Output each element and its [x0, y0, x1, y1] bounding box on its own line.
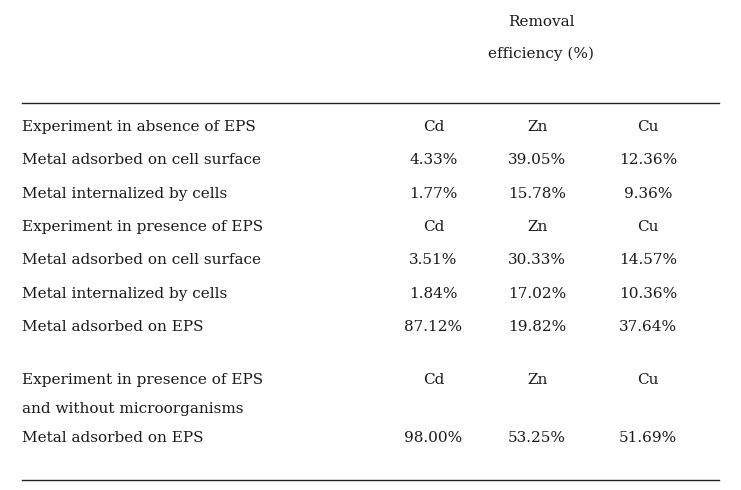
- Text: 98.00%: 98.00%: [405, 431, 462, 445]
- Text: Zn: Zn: [527, 220, 548, 234]
- Text: Cd: Cd: [423, 373, 444, 387]
- Text: 9.36%: 9.36%: [624, 187, 673, 201]
- Text: Metal adsorbed on cell surface: Metal adsorbed on cell surface: [22, 153, 262, 168]
- Text: efficiency (%): efficiency (%): [488, 47, 594, 61]
- Text: 12.36%: 12.36%: [619, 153, 677, 168]
- Text: 30.33%: 30.33%: [508, 253, 566, 268]
- Text: Cu: Cu: [637, 373, 659, 387]
- Text: 10.36%: 10.36%: [619, 287, 677, 301]
- Text: Zn: Zn: [527, 120, 548, 134]
- Text: 39.05%: 39.05%: [508, 153, 566, 168]
- Text: Metal internalized by cells: Metal internalized by cells: [22, 187, 227, 201]
- Text: Cu: Cu: [637, 220, 659, 234]
- Text: Removal: Removal: [508, 15, 574, 29]
- Text: 14.57%: 14.57%: [619, 253, 677, 268]
- Text: 17.02%: 17.02%: [508, 287, 566, 301]
- Text: 1.84%: 1.84%: [409, 287, 458, 301]
- Text: Experiment in presence of EPS: Experiment in presence of EPS: [22, 373, 263, 387]
- Text: Metal internalized by cells: Metal internalized by cells: [22, 287, 227, 301]
- Text: 87.12%: 87.12%: [405, 320, 462, 334]
- Text: Experiment in presence of EPS: Experiment in presence of EPS: [22, 220, 263, 234]
- Text: Cu: Cu: [637, 120, 659, 134]
- Text: Metal adsorbed on EPS: Metal adsorbed on EPS: [22, 431, 204, 445]
- Text: Cd: Cd: [423, 120, 444, 134]
- Text: Zn: Zn: [527, 373, 548, 387]
- Text: Experiment in absence of EPS: Experiment in absence of EPS: [22, 120, 256, 134]
- Text: 53.25%: 53.25%: [508, 431, 566, 445]
- Text: 3.51%: 3.51%: [409, 253, 458, 268]
- Text: 1.77%: 1.77%: [409, 187, 458, 201]
- Text: Metal adsorbed on cell surface: Metal adsorbed on cell surface: [22, 253, 262, 268]
- Text: 19.82%: 19.82%: [508, 320, 566, 334]
- Text: 15.78%: 15.78%: [508, 187, 566, 201]
- Text: 37.64%: 37.64%: [619, 320, 677, 334]
- Text: 51.69%: 51.69%: [619, 431, 677, 445]
- Text: and without microorganisms: and without microorganisms: [22, 402, 244, 416]
- Text: Cd: Cd: [423, 220, 444, 234]
- Text: Metal adsorbed on EPS: Metal adsorbed on EPS: [22, 320, 204, 334]
- Text: 4.33%: 4.33%: [409, 153, 458, 168]
